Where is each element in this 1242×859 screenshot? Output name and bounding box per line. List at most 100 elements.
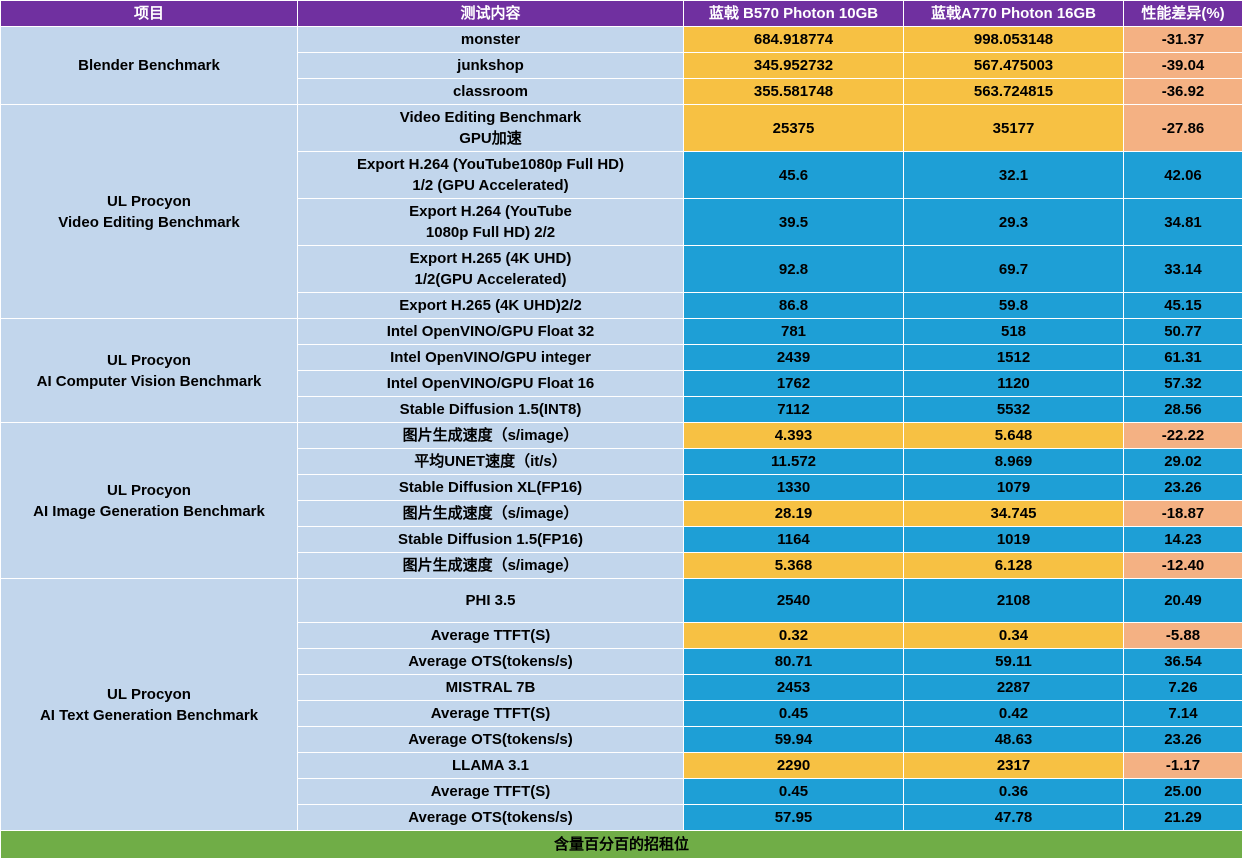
footer-text: 含量百分百的招租位: [1, 831, 1242, 859]
value-b570-cell: 0.32: [684, 623, 904, 649]
test-cell: LLAMA 3.1: [298, 753, 684, 779]
diff-cell: -36.92: [1124, 79, 1242, 105]
test-cell: Intel OpenVINO/GPU integer: [298, 345, 684, 371]
value-a770-cell: 2108: [904, 579, 1124, 623]
test-cell: Average OTS(tokens/s): [298, 805, 684, 831]
value-a770-cell: 0.42: [904, 701, 1124, 727]
category-cell: UL Procyon AI Computer Vision Benchmark: [1, 319, 298, 423]
diff-cell: 34.81: [1124, 199, 1242, 246]
table-body: Blender Benchmarkmonster684.918774998.05…: [1, 27, 1242, 831]
table-row: UL Procyon AI Text Generation BenchmarkP…: [1, 579, 1242, 623]
value-a770-cell: 48.63: [904, 727, 1124, 753]
test-cell: Stable Diffusion 1.5(FP16): [298, 527, 684, 553]
value-b570-cell: 1164: [684, 527, 904, 553]
value-a770-cell: 69.7: [904, 246, 1124, 293]
diff-cell: -27.86: [1124, 105, 1242, 152]
diff-cell: -18.87: [1124, 501, 1242, 527]
value-a770-cell: 5.648: [904, 423, 1124, 449]
diff-cell: 21.29: [1124, 805, 1242, 831]
test-cell: Stable Diffusion XL(FP16): [298, 475, 684, 501]
diff-cell: 45.15: [1124, 293, 1242, 319]
diff-cell: 36.54: [1124, 649, 1242, 675]
diff-cell: 7.26: [1124, 675, 1242, 701]
test-cell: MISTRAL 7B: [298, 675, 684, 701]
test-cell: Video Editing Benchmark GPU加速: [298, 105, 684, 152]
value-b570-cell: 4.393: [684, 423, 904, 449]
value-b570-cell: 28.19: [684, 501, 904, 527]
value-b570-cell: 684.918774: [684, 27, 904, 53]
benchmark-table: 项目 测试内容 蓝戟 B570 Photon 10GB 蓝戟A770 Photo…: [0, 0, 1242, 859]
footer-row: 含量百分百的招租位: [1, 831, 1242, 859]
value-a770-cell: 518: [904, 319, 1124, 345]
value-b570-cell: 1762: [684, 371, 904, 397]
header-b570: 蓝戟 B570 Photon 10GB: [684, 1, 904, 27]
value-a770-cell: 34.745: [904, 501, 1124, 527]
test-cell: Export H.264 (YouTube 1080p Full HD) 2/2: [298, 199, 684, 246]
table-row: Blender Benchmarkmonster684.918774998.05…: [1, 27, 1242, 53]
test-cell: Intel OpenVINO/GPU Float 32: [298, 319, 684, 345]
test-cell: Average TTFT(S): [298, 779, 684, 805]
diff-cell: -1.17: [1124, 753, 1242, 779]
test-cell: junkshop: [298, 53, 684, 79]
diff-cell: 42.06: [1124, 152, 1242, 199]
test-cell: Stable Diffusion 1.5(INT8): [298, 397, 684, 423]
test-cell: classroom: [298, 79, 684, 105]
value-a770-cell: 998.053148: [904, 27, 1124, 53]
test-cell: Intel OpenVINO/GPU Float 16: [298, 371, 684, 397]
value-a770-cell: 35177: [904, 105, 1124, 152]
diff-cell: 33.14: [1124, 246, 1242, 293]
test-cell: 图片生成速度（s/image）: [298, 553, 684, 579]
value-a770-cell: 5532: [904, 397, 1124, 423]
value-a770-cell: 567.475003: [904, 53, 1124, 79]
diff-cell: 23.26: [1124, 727, 1242, 753]
value-b570-cell: 781: [684, 319, 904, 345]
category-cell: Blender Benchmark: [1, 27, 298, 105]
test-cell: Export H.264 (YouTube1080p Full HD) 1/2 …: [298, 152, 684, 199]
diff-cell: 23.26: [1124, 475, 1242, 501]
value-b570-cell: 2439: [684, 345, 904, 371]
value-b570-cell: 1330: [684, 475, 904, 501]
value-b570-cell: 2290: [684, 753, 904, 779]
value-a770-cell: 29.3: [904, 199, 1124, 246]
category-cell: UL Procyon AI Text Generation Benchmark: [1, 579, 298, 831]
diff-cell: -22.22: [1124, 423, 1242, 449]
value-b570-cell: 59.94: [684, 727, 904, 753]
table-row: UL Procyon AI Image Generation Benchmark…: [1, 423, 1242, 449]
value-a770-cell: 1120: [904, 371, 1124, 397]
value-a770-cell: 563.724815: [904, 79, 1124, 105]
diff-cell: 7.14: [1124, 701, 1242, 727]
value-b570-cell: 25375: [684, 105, 904, 152]
value-b570-cell: 355.581748: [684, 79, 904, 105]
value-b570-cell: 0.45: [684, 779, 904, 805]
diff-cell: -12.40: [1124, 553, 1242, 579]
diff-cell: -39.04: [1124, 53, 1242, 79]
header-diff: 性能差异(%): [1124, 1, 1242, 27]
value-a770-cell: 6.128: [904, 553, 1124, 579]
value-b570-cell: 0.45: [684, 701, 904, 727]
value-a770-cell: 59.11: [904, 649, 1124, 675]
category-cell: UL Procyon AI Image Generation Benchmark: [1, 423, 298, 579]
table-row: UL Procyon Video Editing BenchmarkVideo …: [1, 105, 1242, 152]
test-cell: 平均UNET速度（it/s）: [298, 449, 684, 475]
header-test: 测试内容: [298, 1, 684, 27]
diff-cell: 14.23: [1124, 527, 1242, 553]
value-a770-cell: 1512: [904, 345, 1124, 371]
value-b570-cell: 80.71: [684, 649, 904, 675]
value-b570-cell: 39.5: [684, 199, 904, 246]
header-category: 项目: [1, 1, 298, 27]
value-a770-cell: 0.34: [904, 623, 1124, 649]
value-a770-cell: 47.78: [904, 805, 1124, 831]
test-cell: 图片生成速度（s/image）: [298, 423, 684, 449]
value-a770-cell: 2317: [904, 753, 1124, 779]
test-cell: Average OTS(tokens/s): [298, 727, 684, 753]
value-b570-cell: 45.6: [684, 152, 904, 199]
diff-cell: 57.32: [1124, 371, 1242, 397]
value-b570-cell: 2540: [684, 579, 904, 623]
diff-cell: 50.77: [1124, 319, 1242, 345]
header-a770: 蓝戟A770 Photon 16GB: [904, 1, 1124, 27]
test-cell: PHI 3.5: [298, 579, 684, 623]
test-cell: 图片生成速度（s/image）: [298, 501, 684, 527]
test-cell: Average TTFT(S): [298, 701, 684, 727]
value-b570-cell: 11.572: [684, 449, 904, 475]
value-b570-cell: 2453: [684, 675, 904, 701]
